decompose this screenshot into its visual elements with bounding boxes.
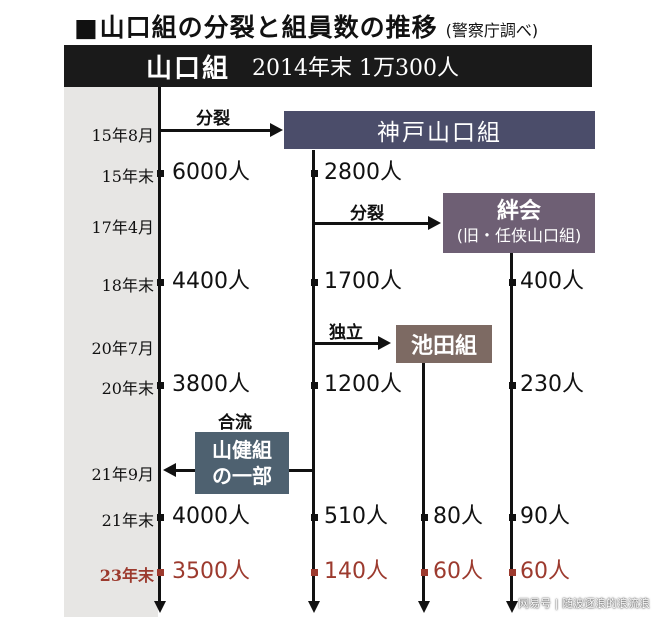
arrow-right-icon bbox=[378, 336, 391, 350]
source-note: (警察庁調べ) bbox=[445, 21, 539, 40]
tick-mark bbox=[311, 170, 318, 177]
kobe-value-latest: 140人 bbox=[324, 559, 388, 584]
kizuna-value: 400人 bbox=[520, 269, 584, 294]
tick-mark bbox=[311, 279, 318, 286]
yamaken-line1: 山健組 bbox=[212, 438, 272, 462]
tick-mark bbox=[157, 170, 164, 177]
yamaguchi-banner: 山口組 2014年末 1万300人 bbox=[64, 45, 592, 87]
tick-mark bbox=[509, 382, 516, 389]
yamaguchi-arrow-icon bbox=[153, 601, 166, 613]
event-merge-2021: 合流 bbox=[218, 413, 252, 433]
arrow-right-icon bbox=[270, 123, 283, 137]
kizuna-value: 230人 bbox=[520, 372, 584, 397]
tick-mark bbox=[509, 279, 516, 286]
date-column bbox=[64, 87, 158, 617]
title-square-icon: ■ bbox=[74, 13, 98, 42]
date-label: 20年末 bbox=[101, 379, 154, 398]
yamaguchi-value-latest: 3500人 bbox=[172, 559, 250, 584]
date-label: 15年末 bbox=[101, 167, 154, 186]
tick-mark-latest bbox=[509, 569, 516, 576]
date-label: 21年末 bbox=[101, 511, 154, 530]
event-split-2015: 分裂 bbox=[196, 109, 230, 129]
tick-mark-latest bbox=[311, 569, 318, 576]
title-text: 山口組の分裂と組員数の推移 bbox=[99, 13, 438, 42]
tick-mark bbox=[421, 514, 428, 521]
ikeda-arrow-icon bbox=[417, 601, 430, 613]
date-label: 15年8月 bbox=[91, 126, 154, 145]
merge-line-left bbox=[176, 469, 195, 472]
independence-line bbox=[314, 342, 378, 345]
kizuna-sub: (旧・任侠山口組) bbox=[456, 226, 582, 245]
merge-line-right bbox=[289, 469, 314, 472]
date-label: 21年9月 bbox=[91, 465, 154, 484]
chart-title: ■ 山口組の分裂と組員数の推移 (警察庁調べ) bbox=[74, 8, 538, 42]
tick-mark bbox=[311, 514, 318, 521]
yamaguchi-value: 4400人 bbox=[172, 269, 250, 294]
date-label-latest: 23年末 bbox=[99, 566, 154, 585]
kizuna-name: 絆会 bbox=[496, 199, 541, 224]
kobe-box: 神戸山口組 bbox=[284, 111, 595, 149]
event-independence-2020: 独立 bbox=[329, 323, 363, 343]
date-label: 17年4月 bbox=[91, 218, 154, 237]
ikeda-name: 池田組 bbox=[410, 334, 477, 359]
yamaguchi-line bbox=[158, 87, 161, 602]
banner-name: 山口組 bbox=[146, 53, 231, 84]
ikeda-box: 池田組 bbox=[396, 325, 492, 363]
arrow-left-icon bbox=[163, 463, 176, 477]
event-split-2017: 分裂 bbox=[350, 204, 384, 224]
kobe-arrow-icon bbox=[307, 601, 320, 613]
tick-mark bbox=[157, 514, 164, 521]
ikeda-value: 80人 bbox=[433, 504, 483, 529]
date-label: 20年7月 bbox=[91, 339, 154, 358]
watermark: 网易号 | 随波逐浪的浪流浪 bbox=[518, 597, 650, 610]
ikeda-value-latest: 60人 bbox=[433, 559, 483, 584]
tick-mark bbox=[157, 382, 164, 389]
tick-mark bbox=[311, 382, 318, 389]
banner-stat: 2014年末 1万300人 bbox=[252, 56, 459, 81]
yamaguchi-value: 3800人 bbox=[172, 372, 250, 397]
kobe-value: 2800人 bbox=[324, 160, 402, 185]
tick-mark-latest bbox=[421, 569, 428, 576]
kobe-name: 神戸山口組 bbox=[377, 120, 502, 146]
split-2015-line bbox=[160, 129, 272, 132]
kizuna-line bbox=[510, 252, 513, 602]
tick-mark bbox=[509, 514, 516, 521]
kobe-value: 510人 bbox=[324, 504, 388, 529]
tick-mark bbox=[157, 279, 164, 286]
ikeda-line bbox=[422, 362, 425, 602]
kobe-line bbox=[312, 150, 315, 602]
kizuna-box: 絆会 (旧・任侠山口組) bbox=[443, 193, 595, 253]
date-label: 18年末 bbox=[101, 276, 154, 295]
yamaguchi-value: 4000人 bbox=[172, 504, 250, 529]
kizuna-value-latest: 60人 bbox=[520, 559, 570, 584]
arrow-right-icon bbox=[428, 216, 441, 230]
yamaken-line2: の一部 bbox=[212, 464, 272, 488]
kobe-value: 1200人 bbox=[324, 372, 402, 397]
yamaguchi-value: 6000人 bbox=[172, 160, 250, 185]
split-2017-line bbox=[314, 222, 429, 225]
kizuna-value: 90人 bbox=[520, 504, 570, 529]
kizuna-arrow-icon bbox=[505, 601, 518, 613]
yamaken-box: 山健組 の一部 bbox=[195, 432, 289, 494]
kobe-value: 1700人 bbox=[324, 269, 402, 294]
tick-mark-latest bbox=[157, 569, 164, 576]
